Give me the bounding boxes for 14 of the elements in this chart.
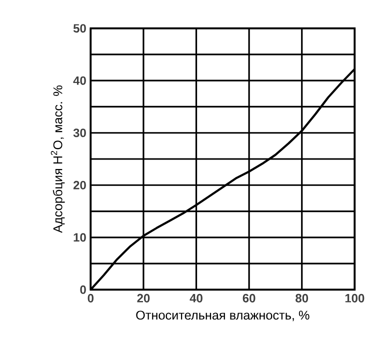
x-axis-title: Относительная влажность, % [136,310,310,322]
x-tick-label: 80 [296,294,308,302]
x-tick-label: 20 [137,294,150,302]
y-tick-label: 40 [73,76,86,85]
x-tick-label: 60 [242,294,256,302]
y-tick-label: 0 [80,285,86,294]
x-tick-label: 100 [345,294,364,302]
y-tick-label: 50 [73,24,86,33]
y-axis-title: Адсорбция H$^{2}$O, масс. % [50,85,65,233]
y-tick-label: 10 [74,233,86,242]
y-tick-label: 30 [73,128,86,138]
x-tick-label: 40 [190,294,202,302]
y-tick-label: 20 [73,180,86,190]
x-tick-label: 0 [88,294,94,302]
